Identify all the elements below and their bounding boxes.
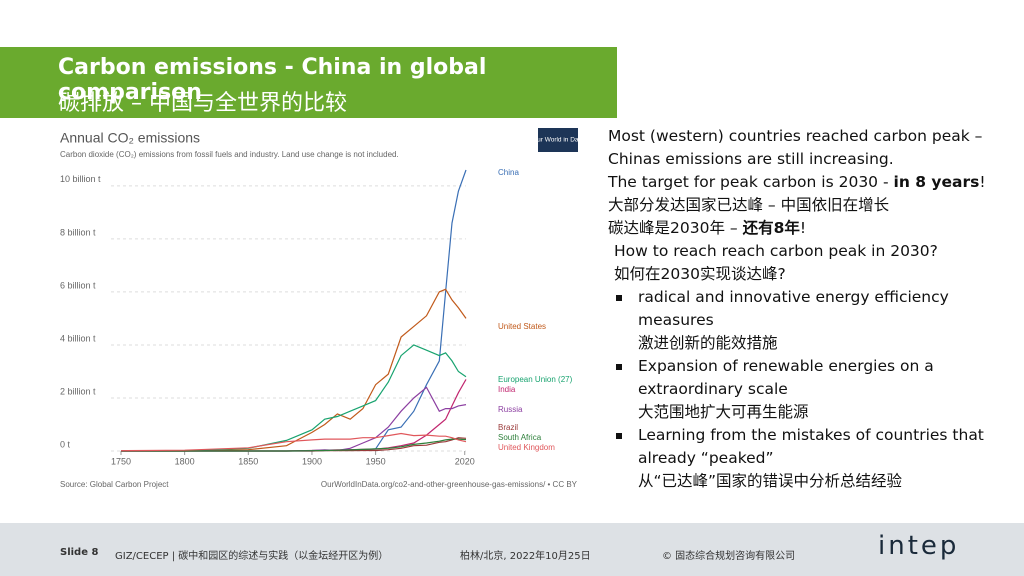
x-tick-label: 2020 <box>455 456 475 466</box>
bullet: Learning from the mistakes of countries … <box>616 424 1018 493</box>
y-tick-label: 10 billion t <box>60 174 101 184</box>
owid-logo <box>538 128 578 152</box>
logo: intep <box>878 531 960 561</box>
emphasis: in 8 years <box>893 173 980 191</box>
chart-title: Annual CO₂ emissions <box>60 130 200 146</box>
x-tick-label: 1800 <box>175 456 195 466</box>
question: How to reach reach carbon peak in 2030? <box>614 242 938 260</box>
bullet-en: radical and innovative energy efficiency… <box>638 288 949 329</box>
series-label: United States <box>498 322 546 331</box>
y-tick-label: 2 billion t <box>60 386 96 396</box>
owid-logo-text: Our World in Data <box>532 137 584 144</box>
x-tick-label: 1950 <box>366 456 386 466</box>
question: 如何在2030实现谈达峰? <box>614 265 786 283</box>
series-label: South Africa <box>498 433 542 442</box>
x-tick-label: 1850 <box>238 456 258 466</box>
series-line <box>121 379 467 452</box>
paragraph: Most (western) countries reached carbon … <box>608 127 983 168</box>
bullet-zh: 激进创新的能效措施 <box>638 334 778 352</box>
copyright: © 固态综合规划咨询有限公司 <box>662 551 796 562</box>
header: Carbon emissions - China in global compa… <box>0 47 617 118</box>
project: GIZ/CECEP | 碳中和园区的综述与实践（以金坛经开区为例） <box>115 551 389 562</box>
series-label: United Kingdom <box>498 443 555 452</box>
text: The target for peak carbon is 2030 - <box>608 173 894 191</box>
bullet: Expansion of renewable energies on a ext… <box>616 355 1018 424</box>
place-date: 柏林/北京, 2022年10月25日 <box>460 551 591 562</box>
series-line <box>120 344 467 452</box>
text: 碳达峰是2030年 – <box>608 219 743 237</box>
bullet-en: Expansion of renewable energies on a ext… <box>638 357 934 398</box>
text-column: Most (western) countries reached carbon … <box>608 125 1018 493</box>
text: ! <box>979 173 986 191</box>
y-tick-label: 4 billion t <box>60 333 96 343</box>
x-tick-label: 1750 <box>111 456 131 466</box>
text: ! <box>799 219 807 237</box>
series-line <box>121 288 467 452</box>
footer: Slide 8 GIZ/CECEP | 碳中和园区的综述与实践（以金坛经开区为例… <box>0 523 1024 576</box>
paragraph: 碳达峰是2030年 – 还有8年! <box>608 217 1018 240</box>
series-label: Russia <box>498 405 523 414</box>
series-line <box>121 438 467 452</box>
chart: Annual CO₂ emissions Carbon dioxide (CO₂… <box>60 128 584 489</box>
y-tick-label: 6 billion t <box>60 280 96 290</box>
bullet-zh: 大范围地扩大可再生能源 <box>638 403 809 421</box>
series-line <box>120 432 467 452</box>
source-url: OurWorldInData.org/co2-and-other-greenho… <box>321 480 578 489</box>
slide-number: Slide 8 <box>60 547 99 558</box>
paragraph: 大部分发达国家已达峰 – 中国依旧在增长 <box>608 196 890 214</box>
series-label: India <box>498 385 516 394</box>
series-label: European Union (27) <box>498 375 573 384</box>
y-tick-label: 8 billion t <box>60 227 96 237</box>
bullet-en: Learning from the mistakes of countries … <box>638 426 984 467</box>
series-label: Brazil <box>498 423 518 432</box>
bullet: radical and innovative energy efficiency… <box>616 286 1018 355</box>
title-en: Carbon emissions - China in global compa… <box>58 55 487 105</box>
emphasis: 还有8年 <box>742 219 800 237</box>
paragraph: The target for peak carbon is 2030 - in … <box>608 171 1018 194</box>
chart-subtitle: Carbon dioxide (CO₂) emissions from foss… <box>60 150 399 159</box>
series-label: China <box>498 168 519 177</box>
source: Source: Global Carbon Project <box>60 480 169 489</box>
bullet-list: radical and innovative energy efficiency… <box>608 286 1018 493</box>
title-zh: 碳排放 – 中国与全世界的比较 <box>58 91 347 116</box>
y-tick-label: 0 t <box>60 439 71 449</box>
bullet-zh: 从“已达峰”国家的错误中分析总结经验 <box>638 472 903 490</box>
series-line <box>121 169 467 452</box>
x-tick-label: 1900 <box>302 456 322 466</box>
